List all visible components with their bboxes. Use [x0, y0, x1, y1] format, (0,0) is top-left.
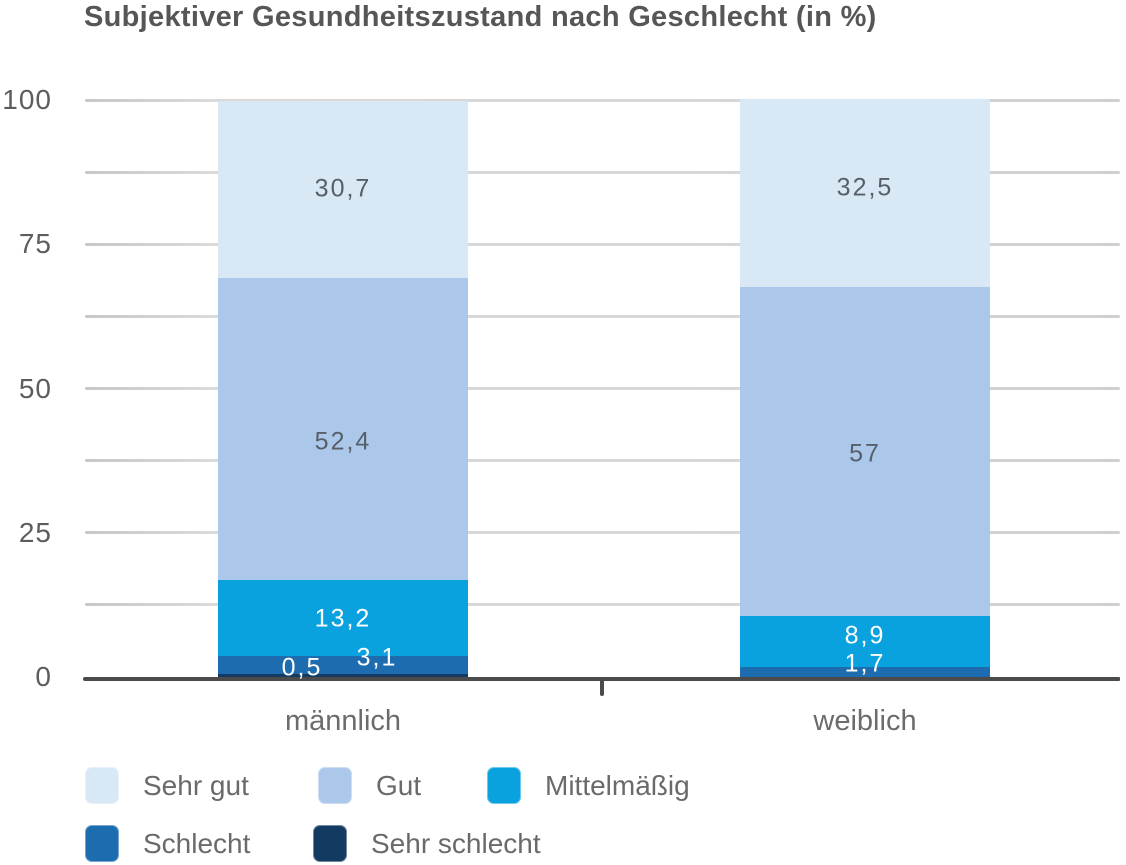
legend-item-mittelmäßig: Mittelmäßig: [487, 767, 690, 804]
bar-value-label: 8,9: [844, 621, 886, 649]
legend-swatch-mittelmäßig: [487, 767, 521, 804]
legend-item-sehr-gut: Sehr gut: [85, 767, 249, 804]
chart-title: Subjektiver Gesundheitszustand nach Gesc…: [84, 1, 877, 33]
legend-label: Sehr schlecht: [371, 827, 541, 859]
bar-value-label: 1,7: [844, 649, 886, 678]
bar-segment-männlich-sehr-gut: [218, 100, 468, 278]
bar-segment-weiblich-mittelmäßig: [740, 615, 990, 668]
legend-swatch-sehr-schlecht: [313, 825, 347, 862]
gridline: [85, 314, 1120, 318]
gridline: [85, 98, 1120, 102]
legend-label: Schlecht: [143, 827, 251, 859]
legend-swatch-sehr-gut: [85, 767, 119, 804]
gridline: [85, 603, 1120, 607]
gridline: [85, 242, 1120, 246]
y-axis-label: 75: [18, 228, 52, 260]
legend-label: Mittelmäßig: [545, 769, 690, 801]
legend-label: Gut: [376, 769, 422, 801]
legend-swatch-gut: [318, 767, 352, 804]
bar-value-label: 32,5: [836, 173, 894, 202]
bar-segment-männlich-gut: [218, 277, 468, 581]
legend-item-schlecht: Schlecht: [85, 825, 250, 862]
gridline: [85, 387, 1120, 390]
gridline: [85, 170, 1120, 174]
bar-segment-männlich-schlecht: [218, 656, 468, 675]
bar-segment-weiblich-schlecht: [740, 667, 990, 677]
bar-segment-männlich-mittelmäßig: [218, 580, 468, 657]
gridline: [85, 531, 1120, 535]
bar-segment-weiblich-sehr-gut: [740, 99, 990, 287]
bar-value-label: 30,7: [314, 174, 372, 203]
bar-value-label: 0,5: [281, 653, 323, 682]
y-axis-label: 100: [2, 84, 52, 115]
bar-value-label: 57: [849, 439, 881, 468]
bar-value-label: 52,4: [314, 427, 372, 456]
bar-segment-weiblich-gut: [740, 286, 990, 616]
gridline: [85, 459, 1120, 463]
bar-segment-männlich-sehr-schlecht: [218, 674, 468, 677]
legend-item-gut: Gut: [318, 767, 421, 804]
bar-value-label: 3,1: [356, 643, 398, 672]
y-axis-label: 25: [18, 516, 52, 548]
bar-value-label: 13,2: [314, 604, 372, 633]
x-axis-label-weiblich: weiblich: [813, 705, 917, 737]
x-axis-label-männlich: männlich: [284, 705, 402, 737]
y-axis-label: 0: [35, 661, 52, 692]
legend-item-sehr-schlecht: Sehr schlecht: [313, 825, 541, 862]
y-axis-label: 50: [18, 372, 52, 404]
legend-swatch-schlecht: [85, 825, 119, 862]
legend-label: Sehr gut: [143, 769, 249, 801]
x-axis-divider-tick: [600, 677, 604, 696]
